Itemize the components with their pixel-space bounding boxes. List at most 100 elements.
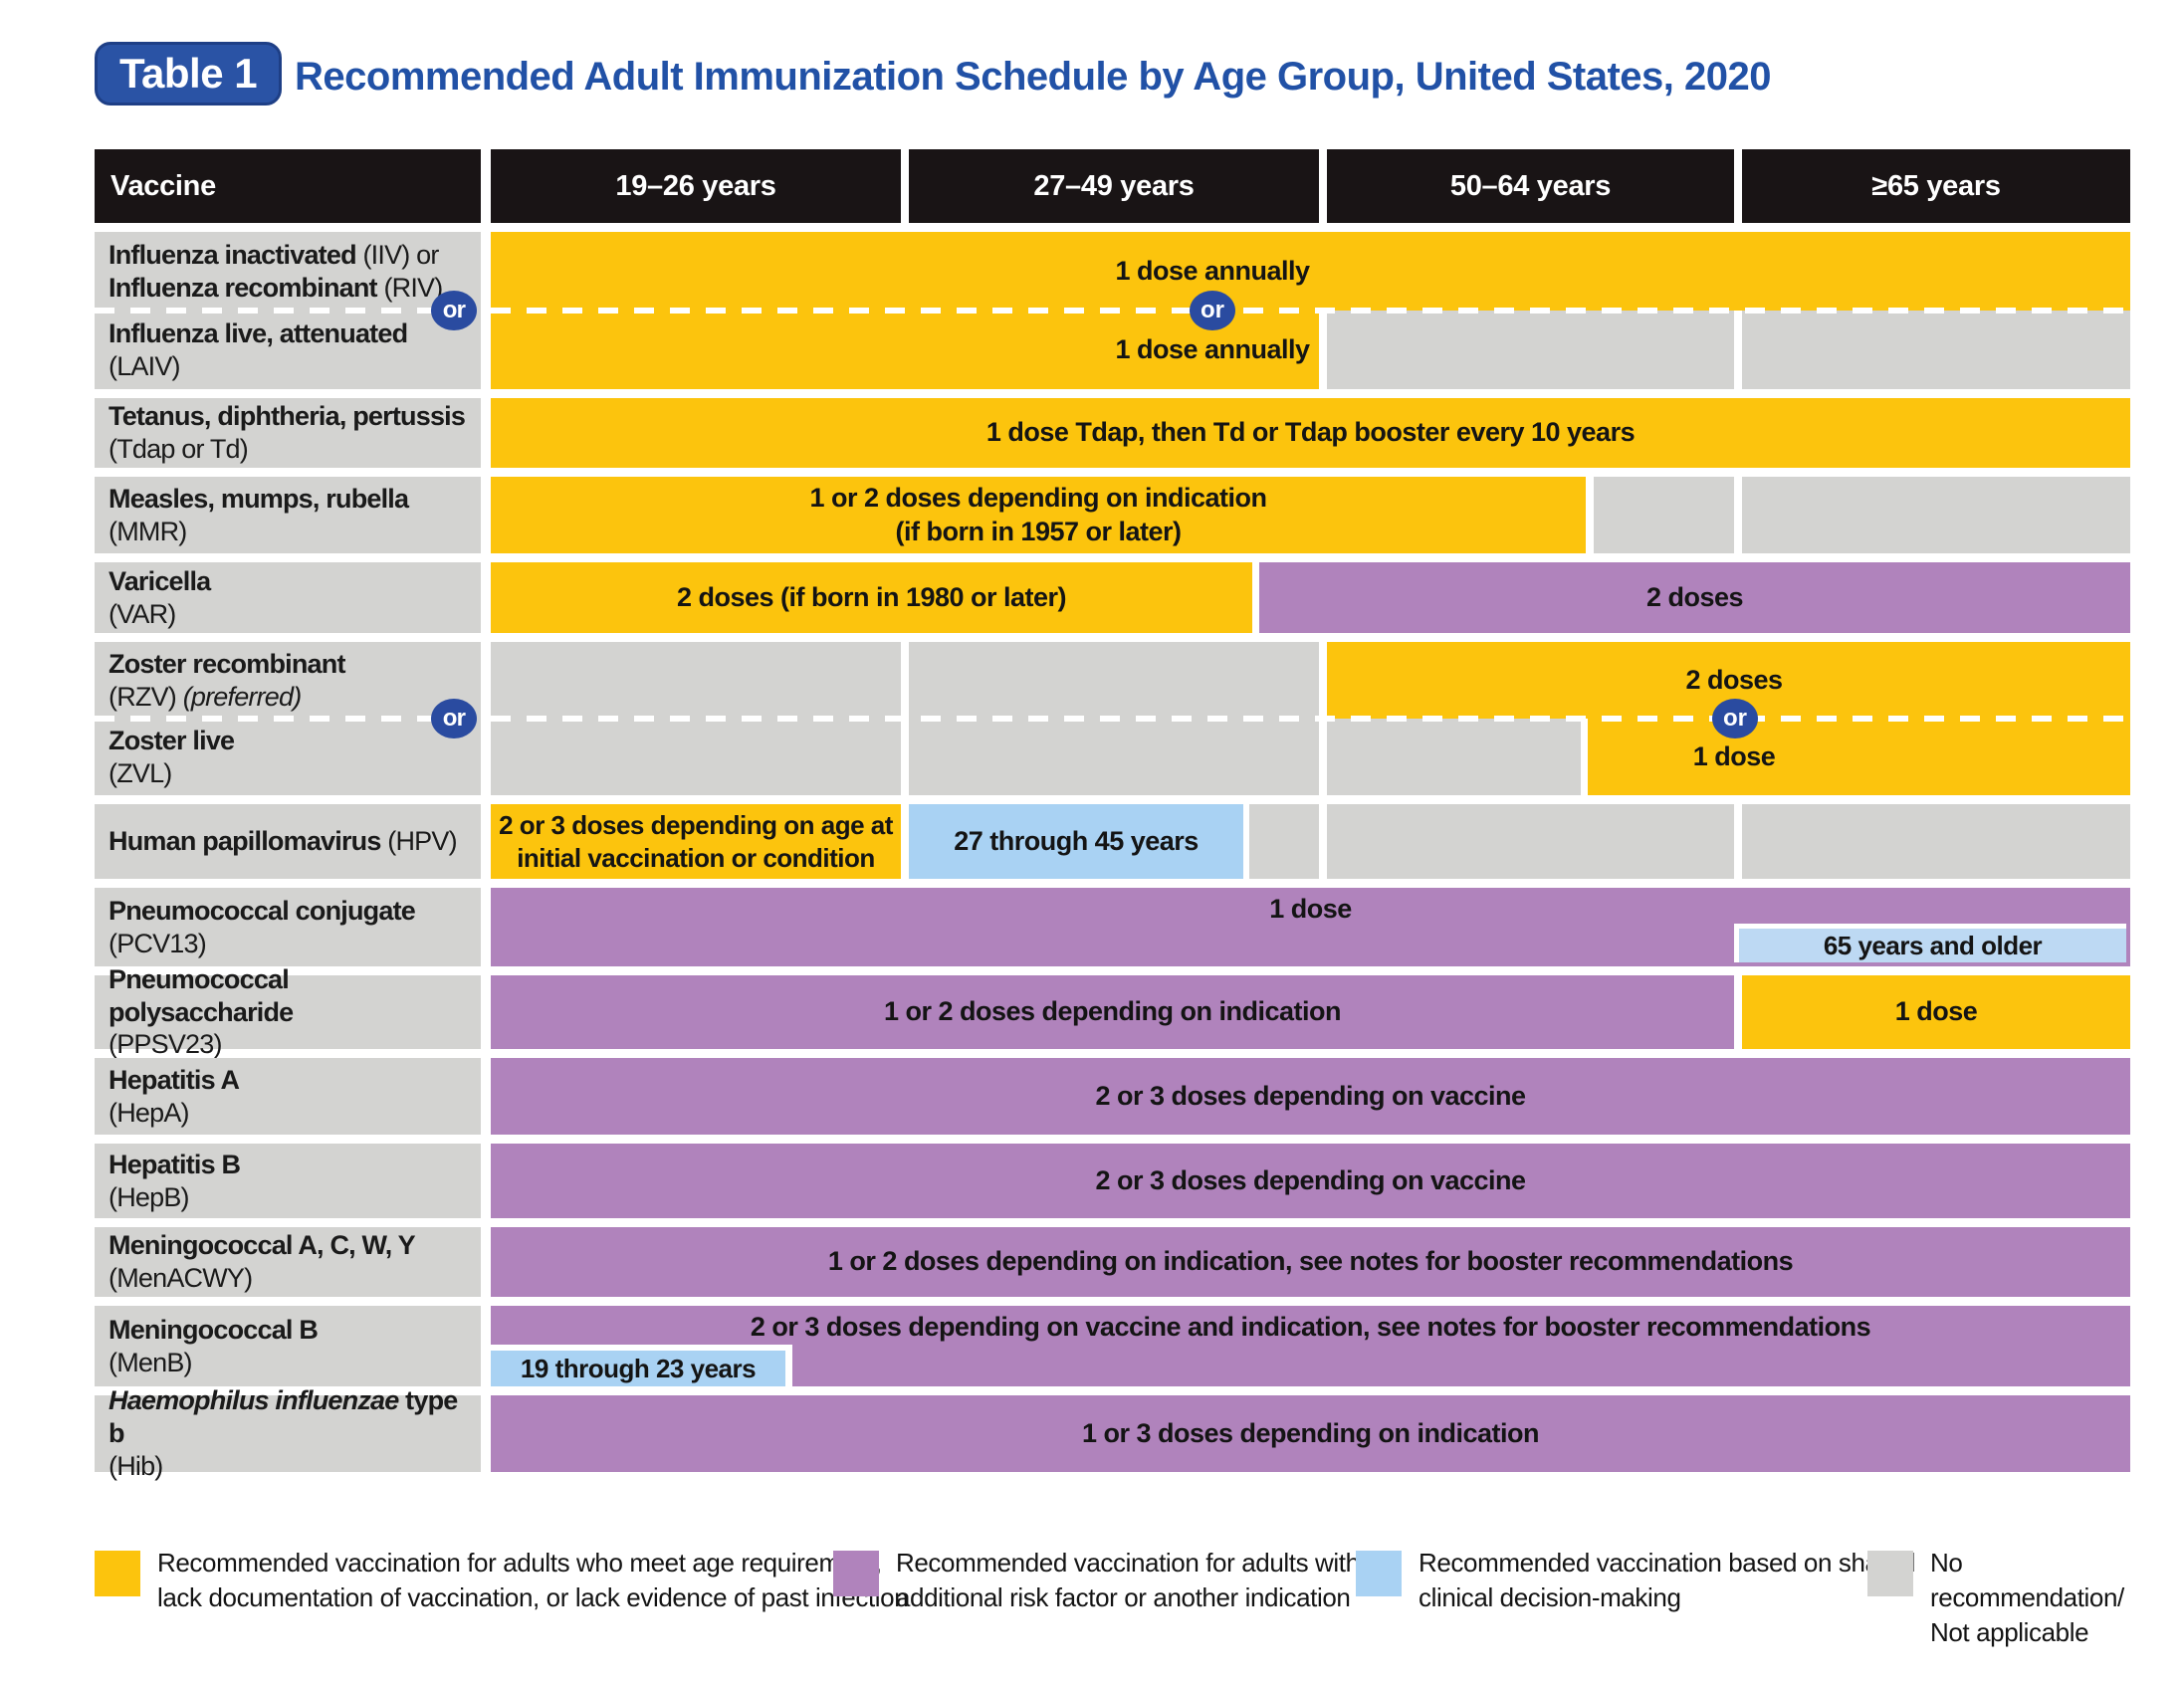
column-header-65plus: ≥65 years <box>1742 149 2130 223</box>
bars-influenza: 1 dose annually 1 dose annually or <box>491 232 2130 389</box>
row-hepa: Hepatitis A (HepA) 2 or 3 doses dependin… <box>95 1058 2130 1135</box>
vaccine-name: Measles, mumps, rubella <box>109 483 409 514</box>
vaccine-name: Pneumococcal conjugate <box>109 895 416 926</box>
bar-text: 1 dose annually <box>1115 333 1310 364</box>
legend-line: Recommended vaccination for adults who m… <box>157 1548 882 1578</box>
bar-text: 1 or 2 doses depending on indication <box>883 996 1342 1027</box>
row-mmr: Measles, mumps, rubella (MMR) 1 or 2 dos… <box>95 477 2130 553</box>
or-badge: or <box>431 699 477 738</box>
vaccine-abbrev: (IIV) or <box>362 239 439 270</box>
vaccine-name: Haemophilus influenzae <box>109 1385 399 1416</box>
bar-text: 1 or 2 doses depending on indication (if… <box>809 482 1267 549</box>
legend-text: No recommendation/ Not applicable <box>1930 1546 2130 1650</box>
bars-menacwy: 1 or 2 doses depending on indication, se… <box>491 1227 2130 1297</box>
bar-recommended-age: 1 dose <box>1742 975 2130 1049</box>
column-header-27-49: 27–49 years <box>909 149 1319 223</box>
vaccine-name: Influenza live, attenuated <box>109 317 408 348</box>
legend-text: Recommended vaccination for adults who m… <box>157 1546 909 1615</box>
vaccine-abbrev: (VAR) <box>109 598 176 629</box>
row-hib: Haemophilus influenzae type b (Hib) 1 or… <box>95 1385 2130 1481</box>
bar-recommended-age <box>491 311 1319 389</box>
legend: Recommended vaccination for adults who m… <box>95 1546 2130 1647</box>
bar-shared-decision: 19 through 23 years <box>491 1345 792 1386</box>
bar-recommended-age: 1 or 2 doses depending on indication (if… <box>491 477 1586 553</box>
row-pcv13: Pneumococcal conjugate (PCV13) 1 dose 65… <box>95 888 2130 966</box>
bars-mmr: 1 or 2 doses depending on indication (if… <box>491 477 2130 553</box>
bar-text: 2 doses <box>1685 664 1783 695</box>
legend-line: lack documentation of vaccination, or la… <box>157 1582 909 1613</box>
vaccine-abbrev: (ZVL) <box>109 757 172 788</box>
row-zoster: Zoster recombinant (RZV) (preferred) Zos… <box>95 642 2130 795</box>
row-ppsv23: Pneumococcal polysaccharide (PPSV23) 1 o… <box>95 964 2130 1059</box>
column-header-19-26: 19–26 years <box>491 149 901 223</box>
dashed-divider <box>491 308 2130 314</box>
or-badge: or <box>1712 699 1758 738</box>
bar-risk-factor: 1 or 2 doses depending on indication, se… <box>491 1227 2130 1297</box>
legend-text: Recommended vaccination based on shared … <box>1419 1546 1915 1615</box>
bar-shared-decision: 65 years and older <box>1734 924 2126 962</box>
vaccine-label-influenza: Influenza inactivated (IIV) or Influenza… <box>95 232 481 389</box>
vaccine-name: Hepatitis A <box>109 1064 240 1095</box>
vaccine-abbrev: (HPV) <box>387 826 457 857</box>
bar-no-recommendation <box>1327 804 1734 879</box>
vaccine-name: Meningococcal A, C, W, Y <box>109 1230 416 1261</box>
row-varicella: Varicella (VAR) 2 doses (if born in 1980… <box>95 562 2130 633</box>
bar-text-line1: 1 or 2 doses depending on indication <box>809 482 1267 513</box>
bar-text: 1 dose <box>1269 894 1352 925</box>
legend-swatch-blue <box>1356 1551 1402 1596</box>
vaccine-name: Meningococcal B <box>109 1314 319 1345</box>
vaccine-name: Influenza recombinant <box>109 272 378 303</box>
bar-risk-factor: 1 or 2 doses depending on indication <box>491 975 1734 1049</box>
bar-text-line1: 2 or 3 doses depending on age at <box>499 810 893 840</box>
bar-no-recommendation <box>1327 719 1581 795</box>
bar-recommended-age: 2 doses (if born in 1980 or later) <box>491 562 1252 633</box>
bar-text-line2: (if born in 1957 or later) <box>895 516 1182 546</box>
header-bars: 19–26 years 27–49 years 50–64 years ≥65 … <box>491 149 2130 223</box>
legend-item-recommended-age: Recommended vaccination for adults who m… <box>95 1546 909 1615</box>
legend-line: additional risk factor or another indica… <box>896 1582 1351 1613</box>
bar-recommended-age <box>491 232 2130 311</box>
bars-hpv: 2 or 3 doses depending on age at initial… <box>491 804 2130 879</box>
bar-risk-factor: 2 doses <box>1259 562 2130 633</box>
row-hpv: Human papillomavirus (HPV) 2 or 3 doses … <box>95 804 2130 879</box>
column-header-vaccine: Vaccine <box>95 149 481 223</box>
vaccine-note: (preferred) <box>182 681 303 712</box>
bars-varicella: 2 doses (if born in 1980 or later) 2 dos… <box>491 562 2130 633</box>
vaccine-name: Hepatitis B <box>109 1149 241 1179</box>
table-number-badge: Table 1 <box>95 42 283 105</box>
vaccine-name: Influenza inactivated <box>109 239 357 270</box>
bar-text: 27 through 45 years <box>954 825 1199 856</box>
row-menb: Meningococcal B (MenB) 2 or 3 doses depe… <box>95 1306 2130 1386</box>
bar-shared-decision: 27 through 45 years <box>909 804 1243 879</box>
label-influenza-laiv: Influenza live, attenuated (LAIV) <box>109 311 475 389</box>
label-zoster-rzv: Zoster recombinant (RZV) (preferred) <box>109 642 475 719</box>
legend-swatch-purple <box>833 1551 879 1596</box>
legend-line: Recommended vaccination based on shared <box>1419 1548 1915 1578</box>
bars-ppsv23: 1 or 2 doses depending on indication 1 d… <box>491 975 2130 1049</box>
bars-hib: 1 or 3 doses depending on indication <box>491 1395 2130 1472</box>
bar-risk-factor: 2 or 3 doses depending on vaccine <box>491 1058 2130 1135</box>
vaccine-name: Zoster live <box>109 725 235 755</box>
page-title: Recommended Adult Immunization Schedule … <box>295 55 1772 99</box>
bar-no-recommendation <box>1742 804 2130 879</box>
vaccine-abbrev: (MMR) <box>109 516 187 546</box>
vaccine-name: Varicella <box>109 565 211 596</box>
bars-hepa: 2 or 3 doses depending on vaccine <box>491 1058 2130 1135</box>
bars-zoster: 2 doses 1 dose or <box>491 642 2130 795</box>
vaccine-label-hepa: Hepatitis A (HepA) <box>95 1058 481 1135</box>
vaccine-abbrev: (PPSV23) <box>109 1029 222 1060</box>
legend-item-shared-decision: Recommended vaccination based on shared … <box>1356 1546 1915 1615</box>
legend-line: Not applicable <box>1930 1617 2089 1648</box>
bar-text: 2 or 3 doses depending on vaccine <box>1095 1164 1526 1195</box>
vaccine-label-tdap: Tetanus, diphtheria, pertussis (Tdap or … <box>95 398 481 468</box>
legend-line: Recommended vaccination for adults with … <box>896 1548 1395 1578</box>
vaccine-name: type b <box>109 1385 458 1449</box>
vaccine-label-hib: Haemophilus influenzae type b (Hib) <box>95 1385 481 1481</box>
bar-recommended-age: 2 or 3 doses depending on age at initial… <box>491 804 901 879</box>
bar-recommended-age <box>1588 719 2130 795</box>
legend-item-risk-factor: Recommended vaccination for adults with … <box>833 1546 1395 1615</box>
bar-recommended-age: 1 dose Tdap, then Td or Tdap booster eve… <box>491 398 2130 468</box>
row-hepb: Hepatitis B (HepB) 2 or 3 doses dependin… <box>95 1144 2130 1218</box>
vaccine-label-varicella: Varicella (VAR) <box>95 562 481 633</box>
